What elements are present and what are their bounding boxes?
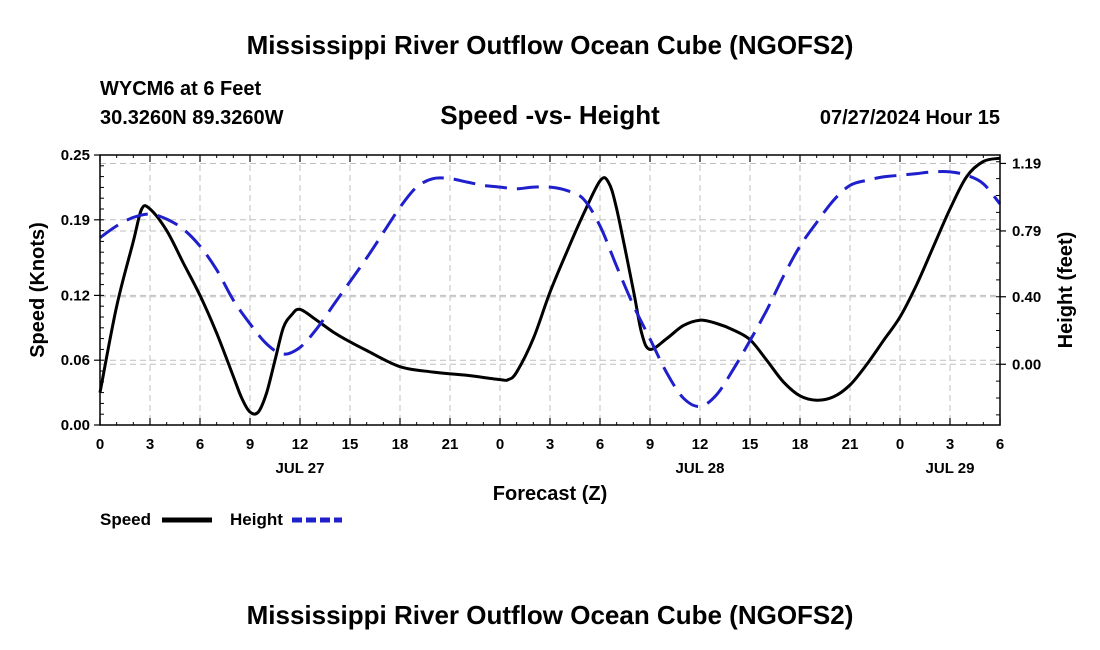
x-tick-label: 12 [292,436,309,453]
x-tick-label: 9 [646,436,654,453]
x-tick-label: 6 [996,436,1004,453]
y-right-tick-label: 0.40 [1012,289,1041,306]
x-axis-label: Forecast (Z) [493,483,607,505]
station-label: WYCM6 at 6 Feet [100,78,261,100]
x-date-label: JUL 28 [676,460,725,477]
x-tick-label: 0 [496,436,504,453]
coordinates-label: 30.3260N 89.3260W [100,107,284,129]
page-title: Mississippi River Outflow Ocean Cube (NG… [247,30,854,60]
grid [100,154,1000,425]
x-tick-label: 0 [896,436,904,453]
legend-speed-label: Speed [100,510,151,529]
y-right-tick-label: 0.79 [1012,223,1041,240]
series-group [98,156,1002,416]
legend: Speed Height [100,510,342,529]
x-tick-label: 6 [196,436,204,453]
x-tick-label: 15 [742,436,759,453]
run-time-label: 07/27/2024 Hour 15 [820,107,1000,129]
series-line-height [99,170,1002,408]
y-left-tick-label: 0.19 [61,212,90,229]
x-tick-label: 18 [392,436,409,453]
x-tick-label: 0 [96,436,104,453]
x-tick-label: 15 [342,436,359,453]
x-tick-label: 21 [842,436,859,453]
y-axis-right-label: Height (feet) [1055,232,1077,349]
y-left-tick-label: 0.25 [61,147,90,164]
x-date-label: JUL 29 [926,460,975,477]
legend-height-label: Height [230,510,283,529]
x-tick-label: 3 [546,436,554,453]
y-left-tick-label: 0.00 [61,417,90,434]
x-tick-label: 12 [692,436,709,453]
x-tick-label: 3 [946,436,954,453]
y-axis-left-label: Speed (Knots) [27,222,49,358]
series-line-speed [98,156,1001,416]
page-title-repeat: Mississippi River Outflow Ocean Cube (NG… [247,600,854,630]
y-left-tick-label: 0.12 [61,287,90,304]
y-left-tick-label: 0.06 [61,352,90,369]
x-tick-label: 3 [146,436,154,453]
x-tick-label: 9 [246,436,254,453]
x-tick-label: 18 [792,436,809,453]
y-right-tick-label: 0.00 [1012,356,1041,373]
y-right-tick-label: 1.19 [1012,155,1041,172]
x-tick-label: 21 [442,436,459,453]
x-tick-label: 6 [596,436,604,453]
axes: 0 3 6 9 12 15 18 21 0 3 6 9 12 15 18 21 0 3 6 JUL 27 JUL 28 J… [61,147,1041,477]
x-date-label: JUL 27 [276,460,325,477]
chart-subtitle: Speed -vs- Height [440,100,660,130]
